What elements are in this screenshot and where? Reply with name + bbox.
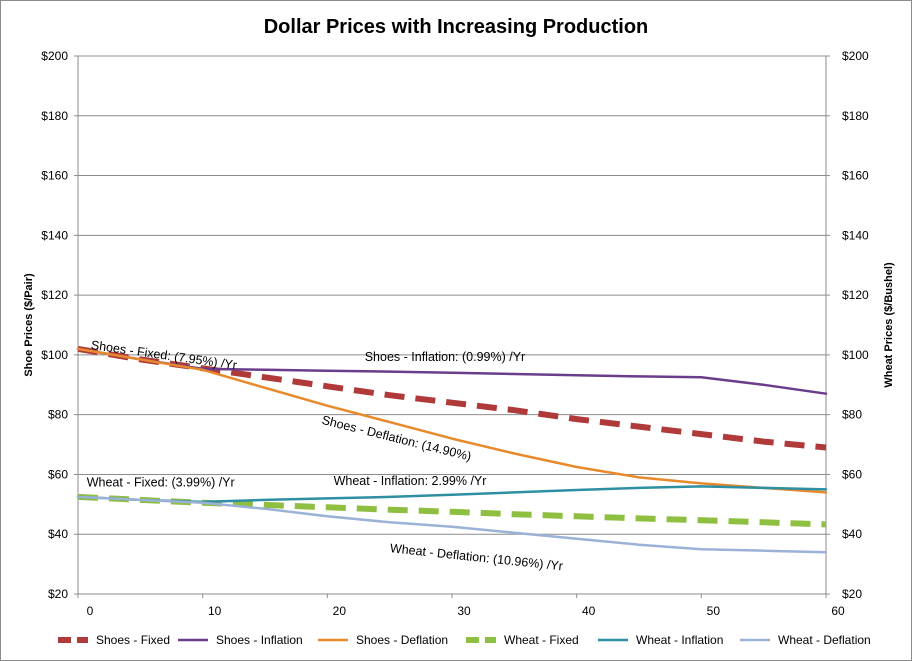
legend-label: Shoes - Deflation [356,633,448,647]
y-axis-left-ticks: $20 $40 $60 $80 $100 $120 $140 $160 $180 $200 [41,49,68,601]
legend-label: Wheat - Deflation [778,633,871,647]
x-tick-label: 30 [457,604,471,618]
y-tick-label-left: $140 [41,228,68,242]
x-tick-label: 10 [208,604,222,618]
y-tick-label-right: $40 [842,527,862,541]
legend: Shoes - Fixed Shoes - Inflation Shoes - De… [58,633,871,647]
series-lines [76,345,828,554]
y-tick-label-left: $120 [41,288,68,302]
y-tick-label-right: $60 [842,467,862,481]
x-tick-label: 60 [831,604,845,618]
x-tick-label: 20 [333,604,347,618]
y-tick-label-left: $200 [41,49,68,63]
chart-title: Dollar Prices with Increasing Production [264,16,649,38]
series-line-shoes-deflation [76,347,828,494]
y-tick-label-right: $120 [842,288,869,302]
y-axis-right-label: Wheat Prices ($/Bushel) [883,262,895,388]
legend-label: Shoes - Fixed [96,633,170,647]
x-tick-label: 50 [707,604,721,618]
gridlines [74,55,830,598]
x-axis-ticks: 0 10 20 30 40 50 60 [87,604,845,618]
y-tick-label-left: $160 [41,169,68,183]
y-tick-label-left: $60 [48,467,68,481]
y-axis-right-ticks: $20 $40 $60 $80 $100 $120 $140 $160 $180 $200 [842,49,869,601]
legend-label: Shoes - Inflation [216,633,303,647]
annotation-label: Wheat - Fixed: (3.99%) /Yr [87,475,235,489]
annotation-label: Wheat - Inflation: 2.99% /Yr [334,474,487,488]
legend-label: Wheat - Inflation [636,633,723,647]
y-tick-label-left: $180 [41,109,68,123]
y-tick-label-left: $100 [41,348,68,362]
y-tick-label-right: $100 [842,348,869,362]
annotation-label: Shoes - Inflation: (0.99%) /Yr [365,350,526,364]
y-axis-left-label: Shoe Prices ($/Pair) [23,273,35,377]
y-tick-label-right: $160 [842,169,869,183]
series-line-wheat-deflation [76,495,828,554]
y-tick-label-right: $20 [842,587,862,601]
y-tick-label-left: $40 [48,527,68,541]
x-tick-label: 0 [87,604,94,618]
y-tick-label-right: $200 [842,49,869,63]
y-tick-label-right: $80 [842,408,862,422]
x-tick-label: 40 [582,604,596,618]
y-tick-label-left: $80 [48,408,68,422]
annotation-label: Wheat - Deflation: (10.96%) /Yr [389,541,563,573]
y-tick-label-left: $20 [48,587,68,601]
legend-label: Wheat - Fixed [504,633,579,647]
y-tick-label-right: $140 [842,228,869,242]
y-tick-label-right: $180 [842,109,869,123]
